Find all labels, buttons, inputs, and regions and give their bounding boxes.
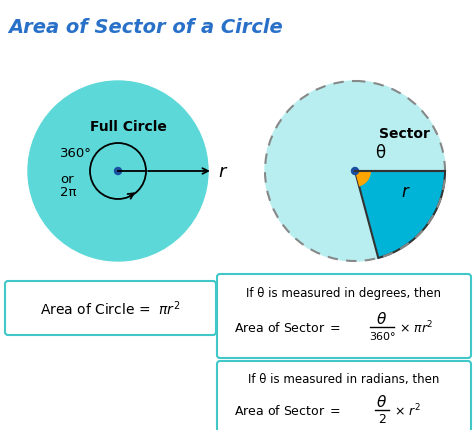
Text: $\theta$: $\theta$ xyxy=(376,310,388,326)
Text: Sector: Sector xyxy=(379,127,429,141)
Text: Area of Sector of a Circle: Area of Sector of a Circle xyxy=(8,18,283,37)
Text: $\theta$: $\theta$ xyxy=(376,393,388,409)
Text: Area of Circle =  $\pi r^2$: Area of Circle = $\pi r^2$ xyxy=(40,299,181,318)
FancyBboxPatch shape xyxy=(217,361,471,430)
Text: Area of Sector $=$: Area of Sector $=$ xyxy=(234,320,341,334)
Text: θ: θ xyxy=(375,143,385,161)
Circle shape xyxy=(115,168,121,175)
Text: $\times\ \pi r^2$: $\times\ \pi r^2$ xyxy=(399,319,434,335)
Text: r: r xyxy=(401,183,408,200)
Text: Area of Sector $=$: Area of Sector $=$ xyxy=(234,403,341,417)
Text: 2π: 2π xyxy=(60,186,76,199)
FancyBboxPatch shape xyxy=(217,274,471,358)
Wedge shape xyxy=(355,172,371,187)
Text: If θ is measured in radians, then: If θ is measured in radians, then xyxy=(248,373,440,386)
Text: 360°: 360° xyxy=(369,331,395,341)
Text: Full Circle: Full Circle xyxy=(90,120,166,134)
Circle shape xyxy=(352,168,358,175)
Circle shape xyxy=(265,82,445,261)
FancyBboxPatch shape xyxy=(5,281,216,335)
Wedge shape xyxy=(355,172,445,258)
Circle shape xyxy=(28,82,208,261)
Text: or: or xyxy=(60,172,73,186)
Text: 360°: 360° xyxy=(60,147,92,160)
Text: $2$: $2$ xyxy=(378,412,386,426)
Text: r: r xyxy=(218,163,225,181)
Text: If θ is measured in degrees, then: If θ is measured in degrees, then xyxy=(246,287,441,300)
Text: $\times\ r^2$: $\times\ r^2$ xyxy=(394,402,421,418)
